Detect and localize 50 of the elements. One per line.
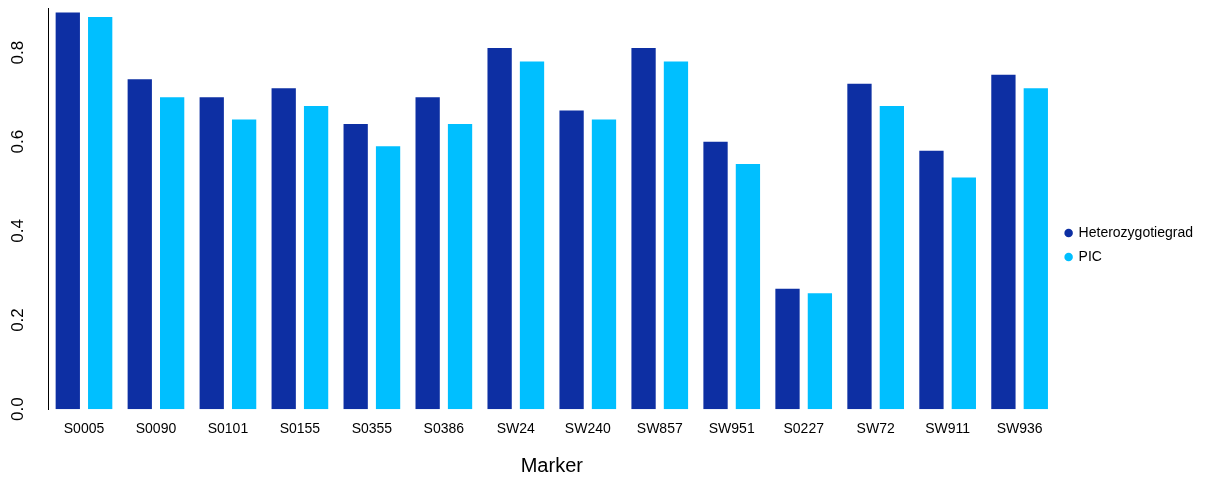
x-tick-label: SW72 [856,420,895,437]
x-tick-label: SW911 [925,420,971,437]
bar [55,12,80,410]
x-axis-title: Marker [520,453,584,476]
x-tick-label: SW857 [636,420,683,437]
x-tick-label: SW936 [996,420,1043,437]
bar [343,123,368,410]
x-tick-label: S0355 [351,420,393,437]
bar [735,164,761,410]
bar [303,106,329,410]
bar [1023,88,1048,410]
bar [231,119,257,410]
bar [127,79,152,410]
bar [199,97,224,410]
x-tick-label: S0155 [279,420,321,437]
x-tick-label: SW24 [496,420,536,437]
x-tick-label: S0005 [63,420,105,437]
bar [663,61,689,410]
bar [951,177,976,410]
bar [631,48,656,410]
bar [847,83,872,410]
y-tick-label: 0.6 [7,129,27,154]
bar [559,110,584,410]
x-tick-label: S0101 [207,420,249,437]
x-tick-label: S0090 [135,420,177,437]
x-tick-label: S0227 [783,420,825,437]
bar [447,123,473,410]
bar [519,61,545,410]
bar [807,293,833,410]
bar [703,141,728,410]
bar [991,74,1016,410]
x-tick-label: SW951 [708,420,755,437]
legend-label: Heterozygotiegrad [1078,223,1194,240]
x-tick-label: S0386 [423,420,465,437]
bar [160,97,185,410]
y-tick-label: 0.4 [7,219,27,243]
x-tick-label: SW240 [564,420,611,437]
bar [919,150,944,410]
bar [415,97,440,410]
bar [775,288,800,410]
bar [591,119,617,410]
bar [88,16,113,410]
legend-label: PIC [1078,247,1102,264]
bar [271,88,296,410]
bar [375,146,401,410]
y-tick-label: 0.0 [7,397,27,422]
y-tick-label: 0.2 [7,308,27,332]
y-tick-label: 0.8 [7,40,27,65]
bar [879,106,905,410]
bar [487,48,512,410]
